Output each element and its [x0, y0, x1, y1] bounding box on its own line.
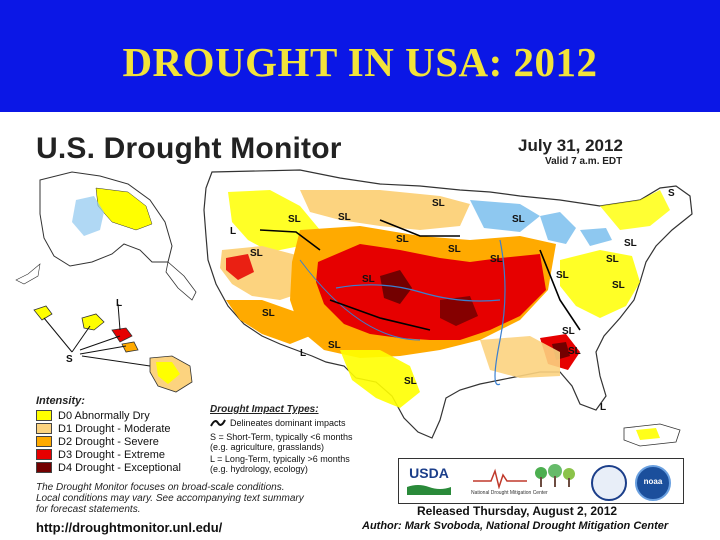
legend-swatch	[36, 410, 52, 421]
author-credit: Author: Mark Svoboda, National Drought M…	[362, 520, 669, 532]
impact-label: SL	[432, 198, 445, 209]
slide-title: DROUGHT IN USA: 2012	[122, 39, 598, 85]
impact-label: SL	[250, 248, 263, 259]
impact-label: SL	[448, 244, 461, 255]
impact-label: L	[116, 298, 122, 309]
impact-label: SL	[612, 280, 625, 291]
release-date: Released Thursday, August 2, 2012	[417, 504, 618, 518]
impact-label: SL	[512, 214, 525, 225]
legend-item: D1 Drought - Moderate	[36, 422, 181, 435]
commerce-seal-icon	[591, 465, 627, 501]
legend-swatch	[36, 436, 52, 447]
impact-label: SL	[568, 346, 581, 357]
drought-map: SL SL SL SL SL SL SL SL SL SL SL SL SL S…	[15, 169, 693, 447]
impact-line-icon	[210, 419, 226, 427]
impact-label: SL	[490, 254, 503, 265]
impact-label: S	[668, 188, 675, 199]
impact-long-term: L = Long-Term, typically >6 months	[210, 454, 350, 464]
slide-banner: DROUGHT IN USA: 2012	[0, 0, 720, 112]
legend-item: D4 Drought - Exceptional	[36, 461, 181, 474]
impact-label: SL	[606, 254, 619, 265]
legend-swatch	[36, 462, 52, 473]
agency-logos: USDA National Drought Mitigation Center …	[398, 458, 684, 504]
impact-label: L	[600, 402, 606, 413]
contiguous-us	[203, 169, 693, 439]
impact-delineates: Delineates dominant impacts	[230, 418, 346, 428]
impact-label: S	[66, 354, 73, 365]
impact-label: SL	[362, 274, 375, 285]
usda-logo: USDA	[407, 465, 451, 495]
impact-short-term-examples: (e.g. agriculture, grasslands)	[210, 442, 325, 452]
impact-label: SL	[562, 326, 575, 337]
impact-label: SL	[262, 308, 275, 319]
disclaimer-note: The Drought Monitor focuses on broad-sca…	[36, 482, 396, 515]
legend-title: Intensity:	[36, 395, 85, 407]
monitor-title: U.S. Drought Monitor	[36, 132, 342, 165]
legend-item: D0 Abnormally Dry	[36, 409, 181, 422]
impact-labels: SL SL SL SL SL SL SL SL SL SL SL SL SL S…	[66, 188, 675, 413]
impact-label: SL	[624, 238, 637, 249]
impact-long-term-examples: (e.g. hydrology, ecology)	[210, 464, 308, 474]
monitor-date: July 31, 2012	[518, 136, 623, 155]
noaa-logo: noaa	[635, 465, 671, 501]
impact-label: SL	[328, 340, 341, 351]
note-line: Local conditions may vary. See accompany…	[36, 493, 304, 504]
source-url[interactable]: http://droughtmonitor.unl.edu/	[36, 520, 223, 535]
hawaii-region	[33, 303, 193, 393]
alaska-region	[15, 171, 197, 301]
impact-label: SL	[338, 212, 351, 223]
impact-types-title: Drought Impact Types:	[210, 404, 319, 415]
ndmc-logo: National Drought Mitigation Center	[471, 463, 579, 499]
impact-label: SL	[404, 376, 417, 387]
impact-label: L	[230, 226, 236, 237]
impact-label: SL	[556, 270, 569, 281]
monitor-valid-time: Valid 7 a.m. EDT	[545, 156, 623, 167]
intensity-legend: D0 Abnormally Dry D1 Drought - Moderate …	[36, 409, 181, 474]
impact-label: L	[300, 348, 306, 359]
legend-swatch	[36, 423, 52, 434]
legend-item: D2 Drought - Severe	[36, 435, 181, 448]
impact-short-term: S = Short-Term, typically <6 months	[210, 432, 353, 442]
impact-label: SL	[288, 214, 301, 225]
note-line: for forecast statements.	[36, 504, 141, 515]
note-line: The Drought Monitor focuses on broad-sca…	[36, 482, 285, 493]
legend-swatch	[36, 449, 52, 460]
impact-label: SL	[396, 234, 409, 245]
legend-item: D3 Drought - Extreme	[36, 448, 181, 461]
